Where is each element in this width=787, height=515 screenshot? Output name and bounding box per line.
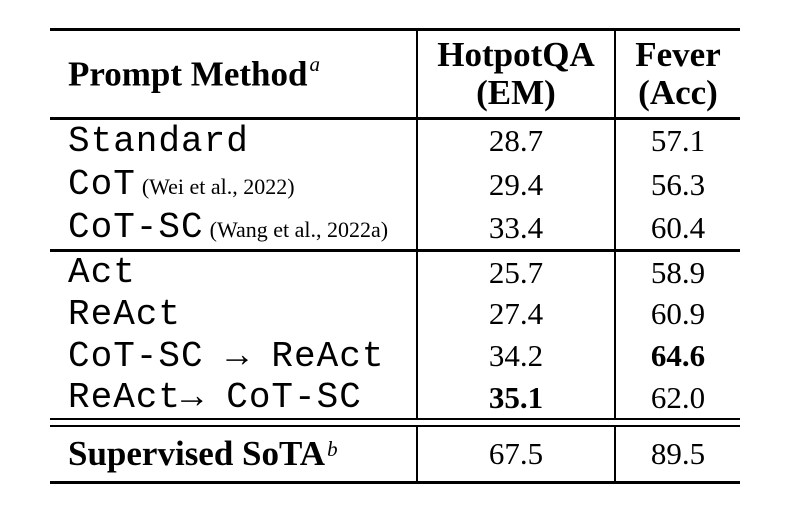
value-text: 67.5: [488, 435, 544, 471]
value-text: 33.4: [488, 209, 544, 245]
method-name: ReAct→ CoT-SC: [68, 377, 362, 418]
header-hotpotqa: HotpotQA (EM): [416, 29, 615, 120]
method-citation: (Wang et al., 2022a): [209, 217, 389, 243]
footer-label-cell: Supervised SoTAb: [50, 426, 417, 482]
method-name: ReAct: [68, 293, 182, 335]
value-text: 34.2: [488, 338, 544, 373]
fever-value-cell: 89.5: [614, 426, 740, 482]
fever-value-cell: 56.3: [614, 162, 740, 207]
table-row-react: ReAct 27.4 60.9: [50, 293, 740, 335]
fever-value-cell: 62.0: [614, 377, 740, 419]
method-name: Standard: [68, 120, 249, 162]
value-text: 64.6: [650, 338, 706, 373]
header-hotpotqa-line1: HotpotQA: [437, 34, 595, 74]
header-prompt-method: Prompt Methoda: [50, 29, 417, 120]
value-text: 62.0: [650, 379, 706, 415]
value-text: 35.1: [488, 379, 544, 415]
fever-value-cell: 57.1: [614, 118, 740, 163]
footnote-marker-b: b: [327, 437, 338, 462]
hotpotqa-value-cell: 27.4: [416, 293, 615, 335]
value-text: 28.7: [488, 123, 544, 159]
header-fever-line1: Fever: [635, 34, 721, 74]
value-text: 60.4: [650, 209, 706, 245]
act-react-methods-group: Act 25.7 58.9 ReAct 27.4 60.9 CoT-SC → R…: [50, 250, 740, 419]
table-row-react-to-cot-sc: ReAct→ CoT-SC 35.1 62.0: [50, 377, 740, 419]
table-row-cot: CoT (Wei et al., 2022) 29.4 56.3: [50, 162, 740, 207]
method-cell: CoT-SC (Wang et al., 2022a): [50, 207, 417, 251]
header-prompt-method-label: Prompt Method: [68, 54, 308, 94]
baseline-methods-group: Standard 28.7 57.1 CoT (Wei et al., 2022)…: [50, 118, 740, 251]
footnote-marker-a: a: [309, 51, 320, 76]
fever-value-cell: 64.6: [614, 335, 740, 377]
fever-value-cell: 58.9: [614, 250, 740, 293]
table-row-cot-sc: CoT-SC (Wang et al., 2022a) 33.4 60.4: [50, 206, 740, 251]
header-fever-line2: (Acc): [638, 73, 718, 112]
method-cell: Standard: [50, 119, 417, 163]
fever-value-cell: 60.4: [614, 206, 740, 251]
value-text: 60.9: [650, 296, 706, 331]
table-row-standard: Standard 28.7 57.1: [50, 118, 740, 163]
supervised-sota-group: Supervised SoTAb 67.5 89.5: [50, 426, 740, 482]
value-text: 29.4: [488, 166, 544, 202]
double-rule-row: [50, 418, 740, 427]
table-row-cot-sc-to-react: CoT-SC → ReAct 34.2 64.6: [50, 335, 740, 377]
hotpotqa-value-cell: 25.7: [416, 250, 615, 293]
method-cell: CoT (Wei et al., 2022): [50, 163, 417, 207]
method-name: CoT-SC → ReAct: [68, 335, 385, 377]
hotpotqa-value-cell: 33.4: [416, 206, 615, 251]
header-fever: Fever (Acc): [614, 29, 740, 120]
hotpotqa-value-cell: 28.7: [416, 118, 615, 163]
hotpotqa-value-cell: 34.2: [416, 335, 615, 377]
table-row-act: Act 25.7 58.9: [50, 250, 740, 293]
table-row-supervised-sota: Supervised SoTAb 67.5 89.5: [50, 426, 740, 482]
method-cell: Act: [50, 251, 417, 293]
hotpotqa-value-cell: 29.4: [416, 162, 615, 207]
value-text: 27.4: [488, 296, 544, 331]
value-text: 58.9: [650, 254, 706, 290]
footer-label: Supervised SoTA: [68, 433, 326, 473]
header-row: Prompt Methoda HotpotQA (EM) Fever (Acc): [50, 29, 740, 120]
method-name: CoT-SC: [68, 207, 204, 249]
header-hotpotqa-line2: (EM): [476, 73, 556, 112]
value-text: 89.5: [650, 435, 706, 471]
table-header: Prompt Methoda HotpotQA (EM) Fever (Acc): [50, 29, 740, 120]
method-cell: ReAct: [50, 293, 417, 335]
value-text: 57.1: [650, 123, 706, 159]
method-citation: (Wei et al., 2022): [141, 174, 295, 199]
method-cell: CoT-SC → ReAct: [50, 335, 417, 377]
hotpotqa-value-cell: 35.1: [416, 377, 615, 419]
value-text: 25.7: [488, 254, 544, 290]
method-name: CoT: [68, 164, 136, 205]
double-rule: [50, 418, 740, 427]
method-name: Act: [68, 252, 136, 293]
results-table: Prompt Methoda HotpotQA (EM) Fever (Acc)…: [50, 28, 740, 484]
value-text: 56.3: [650, 166, 706, 202]
method-cell: ReAct→ CoT-SC: [50, 377, 417, 419]
hotpotqa-value-cell: 67.5: [416, 426, 615, 482]
fever-value-cell: 60.9: [614, 293, 740, 335]
double-rule-cell: [50, 418, 740, 427]
